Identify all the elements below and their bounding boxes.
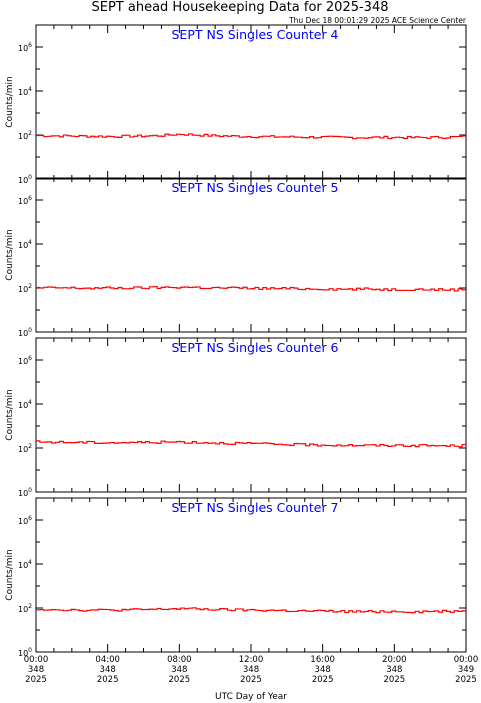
x-tick-label-time: 00:00 [454,655,479,665]
x-tick-label-day: 348 [171,665,187,675]
chart-title: SEPT ahead Housekeeping Data for 2025-34… [92,0,389,15]
panel-1: 100 102 104 106 Counts/min SEPT NS Singles Co… [5,24,467,185]
y-tick-label: 104 [18,559,32,570]
y-tick-label: 100 [18,647,32,658]
data-series-line [36,440,466,448]
x-tick-label-year: 2025 [384,675,406,685]
x-tick-label-year: 2025 [455,675,477,685]
panel-3: 100 102 104 106 Counts/min SEPT NS Singles Co… [5,337,467,498]
panel-title: SEPT NS Singles Counter 7 [171,500,338,515]
y-tick-label: 102 [18,443,32,454]
x-tick-label-year: 2025 [240,675,262,685]
plot-frame [35,24,467,180]
panel-title: SEPT NS Singles Counter 6 [171,340,338,355]
timestamp-label: Thu Dec 18 00:01:29 2025 ACE Science Cen… [288,16,467,25]
x-tick-label-year: 2025 [312,675,334,685]
plot-frame [35,337,467,493]
x-tick-label-time: 16:00 [310,655,335,665]
y-tick-label: 104 [18,86,32,97]
y-axis-label: Counts/min [5,229,15,280]
y-tick-label: 104 [18,239,32,250]
panel-4: 100 102 104 106 Counts/min SEPT NS Singles Co… [5,497,479,702]
x-tick-label-day: 348 [315,665,331,675]
x-tick-label-year: 2025 [169,675,191,685]
y-tick-label: 100 [18,174,32,185]
y-axis-label: Counts/min [5,549,15,600]
data-series-line [36,133,466,140]
y-tick-label: 106 [18,355,32,366]
data-series-line [36,607,466,614]
x-tick-label-year: 2025 [25,675,47,685]
plot-frame [35,497,467,653]
y-tick-label: 106 [18,195,32,206]
x-tick-label-day: 349 [458,665,474,675]
y-tick-label: 106 [18,42,32,53]
x-tick-label-year: 2025 [97,675,119,685]
y-tick-label: 104 [18,399,32,410]
panel-2: 100 102 104 106 Counts/min SEPT NS Singles Co… [5,177,467,338]
panel-title: SEPT NS Singles Counter 5 [171,180,338,195]
x-tick-label-day: 348 [28,665,44,675]
y-axis-label: Counts/min [5,76,15,127]
x-axis-label: UTC Day of Year [215,692,287,702]
y-tick-label: 100 [18,327,32,338]
y-tick-label: 102 [18,603,32,614]
x-tick-label-time: 20:00 [382,655,407,665]
y-tick-label: 102 [18,283,32,294]
x-tick-label-day: 348 [243,665,259,675]
x-tick-label-time: 08:00 [167,655,192,665]
x-tick-label-time: 00:00 [24,655,49,665]
panels-group: 100 102 104 106 Counts/min SEPT NS Singles Co… [5,24,479,702]
x-tick-label-day: 348 [386,665,402,675]
x-tick-label-time: 12:00 [239,655,264,665]
y-tick-label: 102 [18,130,32,141]
plot-frame [35,177,467,333]
x-tick-label-day: 348 [100,665,116,675]
x-tick-label-time: 04:00 [95,655,120,665]
y-tick-label: 106 [18,515,32,526]
panel-title: SEPT NS Singles Counter 4 [171,27,338,42]
y-axis-label: Counts/min [5,389,15,440]
y-tick-label: 100 [18,487,32,498]
data-series-line [36,286,466,292]
